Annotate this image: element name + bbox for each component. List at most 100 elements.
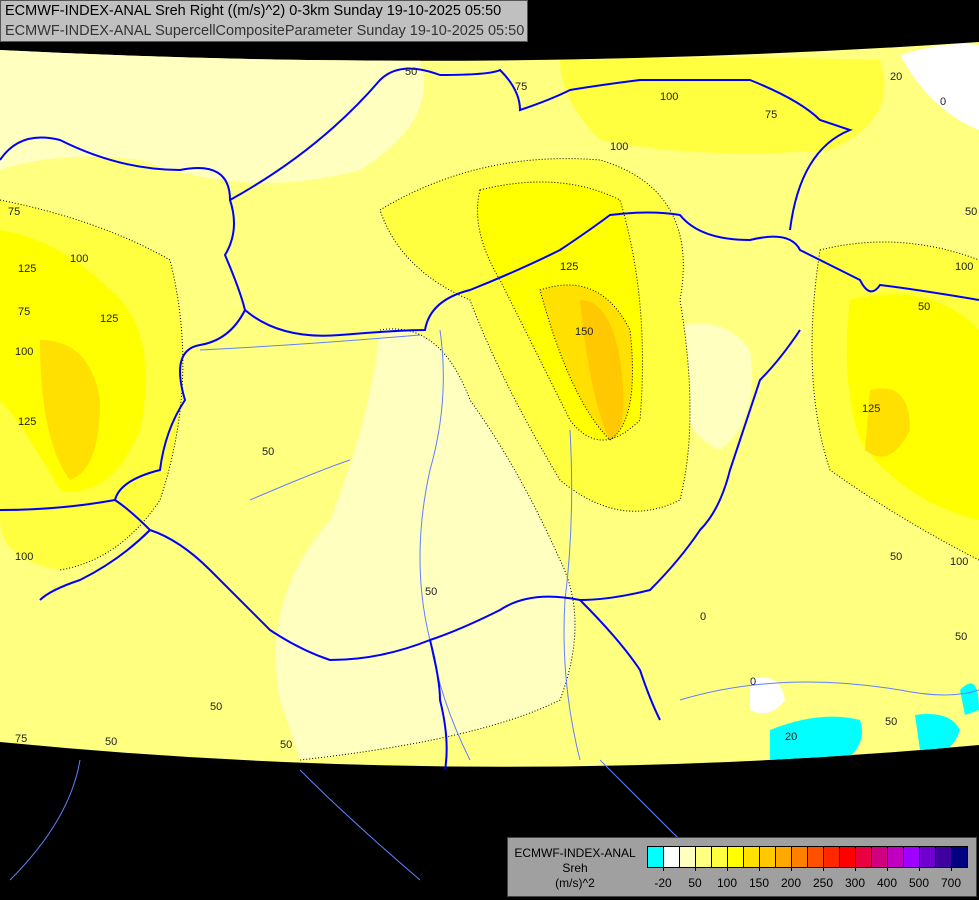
contour-lines [0, 158, 979, 761]
contour-label: 0 [700, 611, 706, 623]
contour-label: 125 [18, 263, 36, 275]
legend-swatch [824, 847, 840, 867]
contour-label: 75 [515, 81, 527, 93]
legend-tick-label: 150 [748, 876, 770, 890]
legend-variable: Sreh [562, 861, 588, 875]
legend-swatch [792, 847, 808, 867]
legend-tick-label: 400 [876, 876, 898, 890]
legend-tick [695, 866, 696, 871]
legend-swatch [936, 847, 952, 867]
legend-model: ECMWF-INDEX-ANAL [514, 846, 636, 860]
legend-tick [855, 866, 856, 871]
legend-swatch [712, 847, 728, 867]
contour-label: 125 [560, 261, 578, 273]
legend-tick-label: 700 [940, 876, 962, 890]
legend-swatch [920, 847, 936, 867]
contour-label: 75 [765, 109, 777, 121]
field-125-w [40, 340, 100, 480]
legend-tick-label: -20 [654, 876, 672, 890]
title-line-2: ECMWF-INDEX-ANAL SupercellCompositeParam… [5, 23, 525, 39]
contour-label: 50 [955, 631, 967, 643]
legend-tick-label: 100 [716, 876, 738, 890]
field-low-east [670, 323, 752, 450]
field-low-nw [0, 50, 424, 183]
contour-label: 50 [210, 701, 222, 713]
contour-label: 20 [890, 71, 902, 83]
legend-swatch [808, 847, 824, 867]
country-borders [0, 67, 979, 771]
contour-label: 50 [280, 739, 292, 751]
legend-colorbar [647, 846, 968, 868]
field-125-e [865, 388, 910, 457]
legend-tick [919, 866, 920, 871]
contour-label: 50 [885, 716, 897, 728]
contour-label: 150 [575, 326, 593, 338]
contour-label: 100 [660, 91, 678, 103]
legend-swatch [888, 847, 904, 867]
field-mid-n [560, 57, 885, 154]
contour-label: 125 [18, 416, 36, 428]
contour-label: 75 [8, 206, 20, 218]
field-100-e [846, 294, 979, 520]
contour-label: 75 [18, 306, 30, 318]
legend-swatch [952, 847, 967, 867]
legend-title: ECMWF-INDEX-ANAL Sreh (m/s)^2 [510, 846, 640, 891]
contour-label: 100 [610, 141, 628, 153]
legend-swatch [776, 847, 792, 867]
contour-label: 20 [785, 731, 797, 743]
field-neg-se2 [915, 714, 960, 753]
legend-tick [823, 866, 824, 871]
contour-label: 50 [425, 586, 437, 598]
legend-tick-label: 50 [688, 876, 702, 890]
legend-ticks: -20 50 100 150 200 250 300 400 500 700 [647, 866, 969, 896]
field-low-center [275, 328, 575, 760]
legend-tick-label: 300 [844, 876, 866, 890]
field-0-se [750, 677, 785, 714]
contour-label: 50 [890, 551, 902, 563]
title-line-1: ECMWF-INDEX-ANAL Sreh Right ((m/s)^2) 0-… [5, 3, 502, 19]
contour-label: 50 [405, 66, 417, 78]
field-0-ne [900, 43, 979, 130]
contour-label: 0 [940, 96, 946, 108]
field-150-c [580, 300, 624, 440]
legend-tick [791, 866, 792, 871]
legend-swatch [856, 847, 872, 867]
legend-swatch [904, 847, 920, 867]
legend-unit: (m/s)^2 [555, 876, 595, 890]
contour-label: 50 [965, 206, 977, 218]
contour-label: 100 [955, 261, 973, 273]
contour-label: 50 [262, 446, 274, 458]
contour-label: 100 [70, 253, 88, 265]
legend-swatch [840, 847, 856, 867]
legend-tick [951, 866, 952, 871]
legend-tick [887, 866, 888, 871]
contour-label: 50 [105, 736, 117, 748]
legend-swatch [760, 847, 776, 867]
color-legend: ECMWF-INDEX-ANAL Sreh (m/s)^2 -20 50 100 15… [507, 837, 977, 897]
contour-label: 50 [918, 301, 930, 313]
legend-tick [727, 866, 728, 871]
contour-label: 75 [15, 733, 27, 745]
legend-tick [663, 866, 664, 871]
legend-tick-label: 200 [780, 876, 802, 890]
legend-swatch [744, 847, 760, 867]
legend-tick-label: 500 [908, 876, 930, 890]
contour-label: 100 [15, 346, 33, 358]
legend-tick [759, 866, 760, 871]
contour-label: 125 [100, 313, 118, 325]
legend-swatch [648, 847, 664, 867]
contour-label: 100 [15, 551, 33, 563]
contour-labels: 50 75 100 75 100 125 75 125 100 75 125 100 125 150 50 1… [8, 66, 977, 751]
legend-swatch [728, 847, 744, 867]
contour-label: 125 [862, 403, 880, 415]
map-title: ECMWF-INDEX-ANAL Sreh Right ((m/s)^2) 0-… [0, 0, 528, 42]
legend-swatch [872, 847, 888, 867]
legend-swatch [664, 847, 680, 867]
contour-label: 0 [750, 676, 756, 688]
legend-tick-label: 250 [812, 876, 834, 890]
legend-swatch [696, 847, 712, 867]
legend-swatch [680, 847, 696, 867]
rivers [9, 329, 979, 881]
